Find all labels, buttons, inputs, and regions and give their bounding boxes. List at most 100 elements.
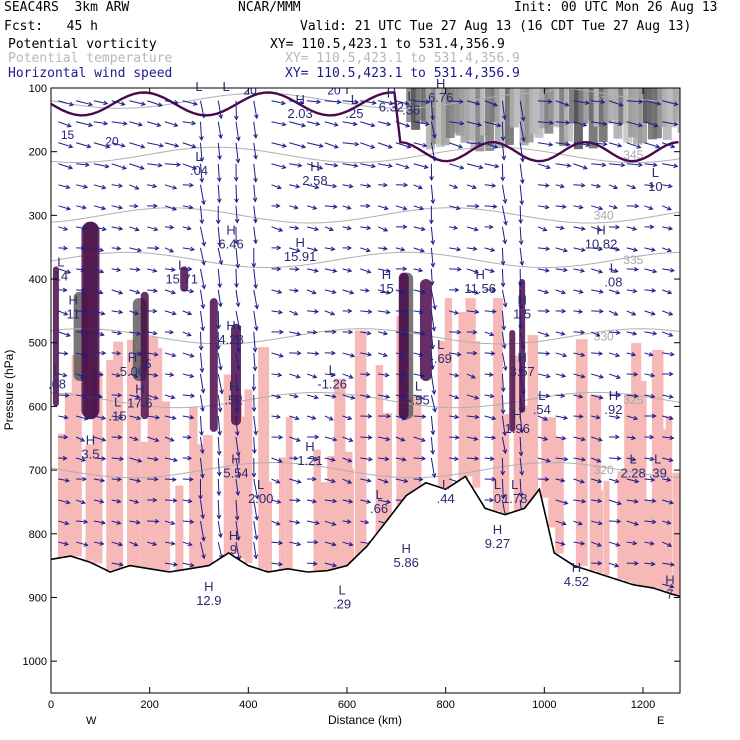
wind-vector-head [420, 373, 426, 378]
theta-contour-label: 335 [623, 253, 643, 267]
wind-vector-shaft [608, 541, 620, 546]
wind-vector-head [401, 457, 407, 462]
wind-vector-head [190, 246, 196, 252]
wind-vector-head [470, 374, 476, 379]
wind-vector-head [295, 497, 301, 503]
wind-vector-head [649, 183, 655, 188]
wind-vector-shaft [484, 163, 499, 168]
wind-vector-head [597, 437, 603, 442]
wind-vector-head [599, 374, 605, 379]
wind-vector-head [116, 520, 122, 525]
pv-shade-strip [458, 311, 469, 481]
wind-vector-shaft [129, 310, 139, 315]
wind-vector-head [332, 498, 338, 504]
wind-vector-head [251, 263, 257, 268]
wind-vector-head [293, 455, 299, 461]
wind-vector-shaft [164, 226, 174, 229]
wind-vector-head [80, 437, 86, 442]
wind-vector-head [518, 219, 524, 225]
wind-vector-head [474, 395, 480, 400]
wind-vector-head [103, 120, 109, 126]
wind-vector-head [314, 309, 319, 314]
wind-vector-head [68, 164, 74, 170]
wind-vector-head [200, 304, 206, 310]
pv-shade-strip [403, 417, 415, 500]
wind-vector-head [366, 499, 372, 504]
wind-vector-shaft [413, 415, 426, 418]
wind-vector-head [198, 495, 203, 500]
wind-vector-head [199, 136, 204, 141]
wind-vector-shaft [591, 478, 602, 483]
wind-vector-head [311, 498, 317, 504]
axis-layer: 0 200 400 600 800 1000 12001002003004005006007… [23, 83, 680, 711]
wind-vector-shaft [289, 415, 299, 420]
wind-vector-shaft [591, 373, 604, 378]
wind-vector-head [118, 562, 124, 567]
wind-vector-head [277, 372, 283, 378]
wind-vector-head [652, 162, 658, 168]
theta-contour-line [51, 461, 680, 479]
wind-vector-head [278, 227, 284, 232]
pv-extremum-value: .92 [604, 402, 622, 417]
wind-vector-shaft [537, 163, 551, 169]
wind-vector-head [616, 456, 622, 461]
pv-extremum-marker: L [630, 452, 637, 467]
wind-vector-head [253, 535, 259, 541]
wind-vector-head [545, 351, 551, 356]
stratosphere-shade [509, 88, 519, 128]
wind-vector-head [80, 373, 86, 379]
wind-vector-head [348, 374, 354, 379]
wind-vector-head [218, 533, 223, 539]
wind-vector-head [616, 519, 622, 524]
wind-vector-head [431, 390, 437, 395]
wind-vector-head [580, 373, 586, 379]
wind-vector-head [430, 365, 435, 371]
stratosphere-shade [652, 88, 662, 139]
pv-shade-strip [375, 365, 384, 536]
wind-vector-head [311, 289, 317, 295]
wind-vector-head [235, 263, 241, 269]
wind-vector-shaft [289, 478, 301, 483]
wind-vector-shaft [199, 142, 203, 162]
x-axis-title: Distance (km) [328, 713, 402, 727]
stratosphere-shade [490, 88, 500, 123]
wind-vector-head [118, 414, 124, 420]
wind-vector-shaft [555, 394, 565, 397]
pv-extremum-value: .36 [402, 103, 420, 118]
wind-vector-head [383, 205, 389, 211]
wind-vector-head [491, 183, 497, 188]
wind-vector-shaft [591, 520, 602, 525]
wind-vector-shaft [413, 436, 426, 442]
wind-vector-head [83, 353, 89, 358]
pv-extremum-marker: H [295, 92, 304, 107]
wind-vector-shaft [164, 562, 177, 566]
wind-vector-head [491, 287, 497, 293]
wind-vector-shaft [58, 415, 68, 419]
wind-vector-shaft [253, 205, 257, 223]
wind-vector-shaft [93, 436, 106, 441]
wind-vector-head [617, 143, 623, 148]
wind-vector-shaft [590, 331, 600, 337]
wind-vector-head [136, 331, 142, 336]
wind-vector-head [520, 116, 526, 122]
wind-vector-head [597, 520, 603, 526]
wind-vector-shaft [395, 163, 409, 169]
wind-vector-head [80, 245, 86, 251]
pv-tower-contour [180, 266, 189, 292]
wind-vector-shaft [75, 436, 85, 442]
wind-vector-shaft [377, 331, 388, 335]
wind-vector-head [83, 542, 89, 547]
wind-vector-head [598, 205, 604, 211]
stratosphere-shade [643, 88, 652, 124]
wind-vector-head [216, 450, 222, 456]
wind-vector-head [518, 282, 523, 288]
wind-vector-head [353, 163, 359, 168]
wind-vector-head [615, 352, 621, 358]
wind-vector-shaft [129, 436, 138, 441]
theta-contour-line [51, 207, 680, 224]
wind-vector-head [453, 310, 459, 315]
wind-vector-head [429, 281, 435, 286]
wind-vector-shaft [662, 163, 678, 167]
wind-vector-head [418, 309, 424, 315]
wind-vector-shaft [555, 331, 565, 335]
